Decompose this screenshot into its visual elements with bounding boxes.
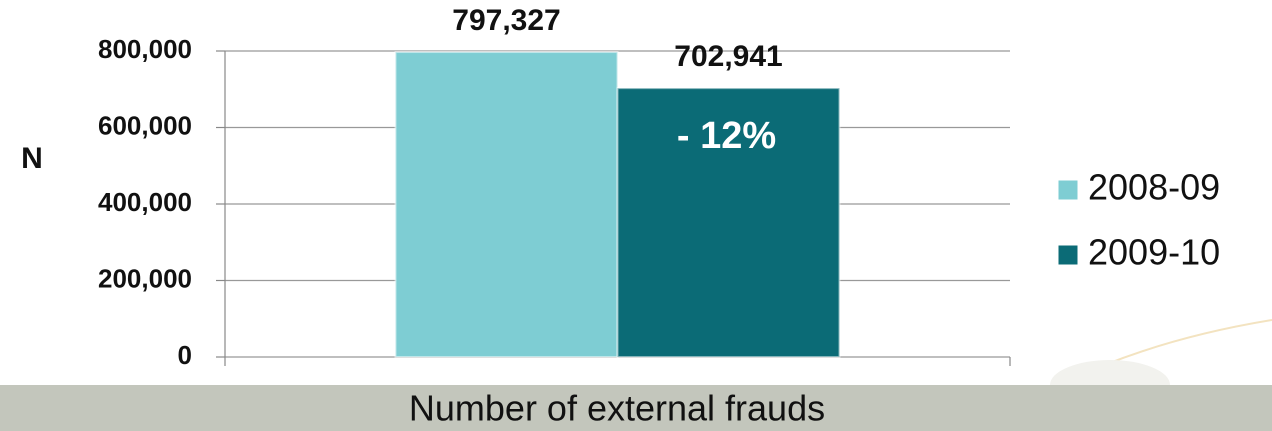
y-tick-label: 200,000 bbox=[98, 263, 192, 293]
data-label: 797,327 bbox=[452, 4, 560, 37]
legend-swatch bbox=[1057, 179, 1079, 201]
legend-swatch bbox=[1057, 244, 1079, 266]
y-axis-label: N bbox=[21, 142, 43, 175]
legend-label: 2008-09 bbox=[1088, 167, 1220, 208]
y-tick-label: 400,000 bbox=[98, 187, 192, 217]
x-label-band bbox=[0, 385, 1272, 431]
bar bbox=[394, 51, 619, 358]
bar bbox=[616, 87, 841, 359]
data-label: 702,941 bbox=[674, 40, 782, 73]
y-tick-label: 800,000 bbox=[98, 34, 192, 64]
annotation: - 12% bbox=[677, 115, 776, 157]
legend-label: 2009-10 bbox=[1088, 232, 1220, 273]
y-tick-label: 0 bbox=[178, 340, 192, 370]
y-tick-label: 600,000 bbox=[98, 110, 192, 140]
x-axis-label: Number of external frauds bbox=[409, 388, 825, 429]
